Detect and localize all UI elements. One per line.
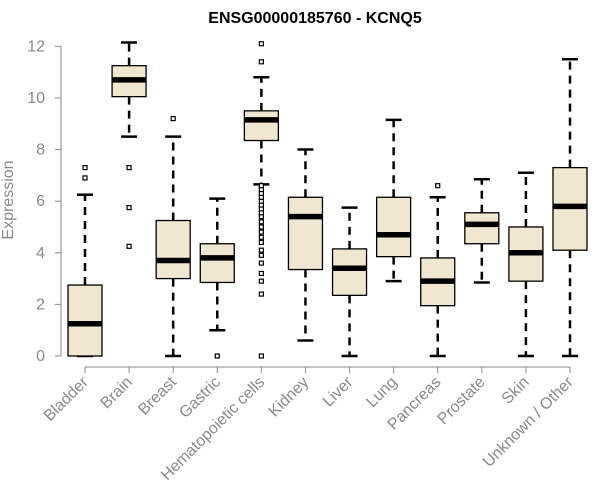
- outlier-point: [258, 239, 264, 246]
- box-group: [199, 197, 235, 359]
- outlier-point: [258, 291, 264, 297]
- outlier-point: [258, 183, 264, 189]
- outlier-point: [258, 41, 264, 47]
- box-series: [67, 41, 588, 359]
- x-tick-label: Liver: [320, 373, 357, 410]
- box-iqr: [464, 212, 500, 245]
- outlier-point: [258, 59, 264, 65]
- box-group: [111, 41, 147, 249]
- box-group: [552, 57, 588, 358]
- box-group: [331, 206, 368, 358]
- y-tick-label: 8: [36, 142, 45, 159]
- box-group: [508, 171, 544, 358]
- y-tick-label: 2: [36, 296, 45, 313]
- box-iqr: [375, 196, 412, 258]
- outlier-point: [170, 115, 176, 122]
- outlier-point: [214, 353, 220, 359]
- y-tick-label: 6: [36, 193, 45, 210]
- box-iqr: [243, 110, 280, 142]
- x-tick-label: Skin: [499, 374, 533, 408]
- y-axis-ticks: 0 2 4 6 8 10 12: [27, 38, 61, 365]
- box-group: [67, 165, 103, 358]
- outlier-point: [126, 243, 132, 249]
- outlier-point: [258, 229, 264, 235]
- x-tick-label: Lung: [363, 374, 400, 411]
- outlier-point: [82, 165, 88, 171]
- y-tick-label: 0: [36, 348, 45, 365]
- y-tick-label: 4: [36, 245, 45, 262]
- box-group: [287, 148, 324, 342]
- y-tick-label: 10: [27, 90, 45, 107]
- x-tick-label: Bladder: [41, 373, 92, 424]
- box-iqr: [155, 219, 191, 280]
- outlier-point: [258, 278, 264, 284]
- outlier-point: [258, 219, 264, 225]
- outlier-point: [82, 175, 88, 181]
- box-group: [243, 41, 280, 359]
- chart-title: ENSG00000185760 - KCNQ5: [208, 10, 422, 27]
- x-tick-label: Breast: [135, 373, 180, 418]
- outlier-point: [258, 247, 264, 253]
- outlier-point: [258, 353, 264, 359]
- box-group: [464, 177, 500, 284]
- outlier-point: [258, 252, 264, 258]
- box-iqr: [331, 248, 368, 297]
- box-iqr: [67, 284, 103, 357]
- outlier-point: [258, 270, 264, 277]
- box-group: [420, 183, 456, 358]
- outlier-point: [126, 165, 132, 171]
- box-iqr: [199, 243, 235, 284]
- outlier-point: [258, 260, 264, 266]
- outlier-point: [126, 205, 132, 211]
- x-tick-label: Brain: [97, 374, 135, 412]
- y-axis-title: Expression: [0, 160, 17, 239]
- box-group: [155, 115, 191, 358]
- box-group: [375, 118, 412, 283]
- outlier-point: [258, 234, 264, 240]
- x-tick-label: Prostate: [434, 374, 488, 428]
- y-tick-label: 12: [27, 38, 45, 55]
- outlier-point: [435, 183, 441, 189]
- x-tick-label: Kidney: [266, 374, 313, 421]
- box-iqr: [287, 196, 324, 271]
- outlier-point: [258, 224, 264, 230]
